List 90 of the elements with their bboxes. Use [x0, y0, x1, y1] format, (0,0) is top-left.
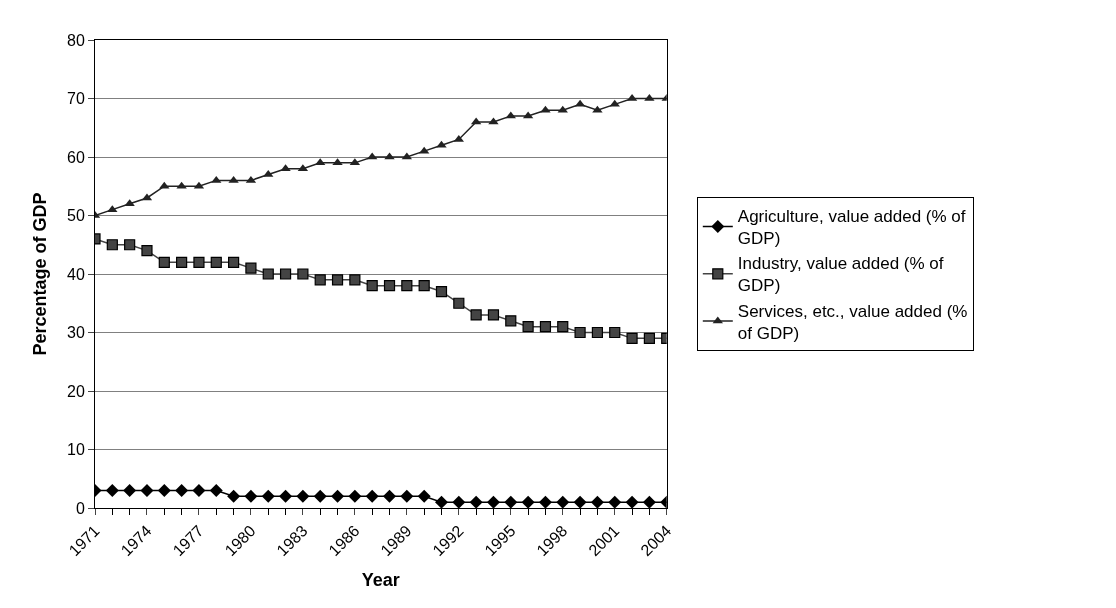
- point: [279, 268, 292, 280]
- point: [418, 280, 430, 292]
- point: [469, 495, 483, 508]
- point: [211, 175, 222, 183]
- point: [261, 489, 275, 503]
- point: [539, 321, 552, 333]
- point: [521, 495, 535, 508]
- point: [176, 181, 187, 189]
- point: [625, 495, 639, 508]
- point: [384, 152, 395, 160]
- y-tick-label: 10: [67, 441, 85, 459]
- point: [193, 256, 205, 268]
- point: [573, 495, 587, 508]
- point: [556, 495, 570, 508]
- point: [417, 489, 431, 503]
- point: [434, 495, 448, 508]
- point: [383, 489, 397, 503]
- point: [626, 332, 638, 344]
- point: [141, 245, 153, 257]
- point: [123, 483, 137, 497]
- point: [106, 239, 118, 251]
- point: [158, 256, 170, 268]
- point: [505, 111, 516, 119]
- point: [383, 280, 396, 292]
- point: [591, 326, 604, 339]
- point: [124, 199, 135, 207]
- point: [538, 495, 552, 508]
- point: [609, 326, 621, 339]
- point: [228, 256, 240, 268]
- y-tick-label: 40: [67, 265, 85, 283]
- point: [505, 315, 517, 327]
- point: [332, 158, 343, 166]
- point: [590, 495, 604, 508]
- point: [487, 309, 500, 321]
- point: [470, 309, 482, 321]
- point: [557, 321, 569, 333]
- y-axis-title: Percentage of GDP: [30, 192, 51, 356]
- y-tick-label: 60: [67, 148, 85, 166]
- point: [349, 274, 361, 286]
- legend-label: Agriculture, value added (% of GDP): [737, 207, 966, 249]
- point: [262, 268, 274, 280]
- legend-label: Industry, value added (% of GDP): [737, 254, 944, 296]
- x-axis-title: Year: [361, 570, 400, 591]
- y-tick-label: 30: [67, 324, 85, 342]
- point: [642, 495, 656, 508]
- point: [124, 239, 136, 251]
- point: [366, 280, 378, 292]
- point: [279, 489, 293, 503]
- point: [105, 483, 119, 497]
- point: [453, 297, 465, 309]
- point: [244, 489, 258, 503]
- point: [159, 181, 170, 189]
- point: [609, 99, 620, 107]
- point: [504, 495, 518, 508]
- point: [314, 274, 326, 286]
- y-tick-label: 0: [75, 499, 85, 517]
- point: [313, 489, 327, 503]
- point: [401, 280, 413, 292]
- point: [331, 489, 345, 503]
- point: [157, 483, 171, 497]
- point: [245, 262, 257, 274]
- y-tick-label: 50: [67, 207, 85, 225]
- point: [228, 175, 239, 183]
- point: [348, 489, 362, 503]
- legend-label: Services, etc., value added (% of GDP): [737, 301, 968, 343]
- point: [209, 483, 223, 497]
- point: [176, 256, 188, 268]
- point: [608, 495, 622, 508]
- point: [297, 268, 309, 280]
- point: [175, 483, 189, 497]
- y-tick-label: 20: [67, 382, 85, 400]
- point: [452, 495, 466, 508]
- point: [436, 140, 447, 148]
- point: [315, 158, 326, 166]
- point: [643, 332, 655, 344]
- point: [574, 326, 586, 339]
- point: [140, 483, 154, 497]
- y-tick-label: 80: [67, 31, 85, 49]
- point: [227, 489, 241, 503]
- point: [522, 321, 534, 333]
- point: [210, 256, 222, 268]
- point: [365, 489, 379, 503]
- y-tick-label: 70: [67, 90, 85, 108]
- point: [486, 495, 500, 508]
- point: [296, 489, 310, 503]
- point: [435, 285, 448, 298]
- point: [488, 117, 499, 125]
- point: [192, 483, 206, 497]
- point: [400, 489, 414, 503]
- point: [331, 274, 344, 286]
